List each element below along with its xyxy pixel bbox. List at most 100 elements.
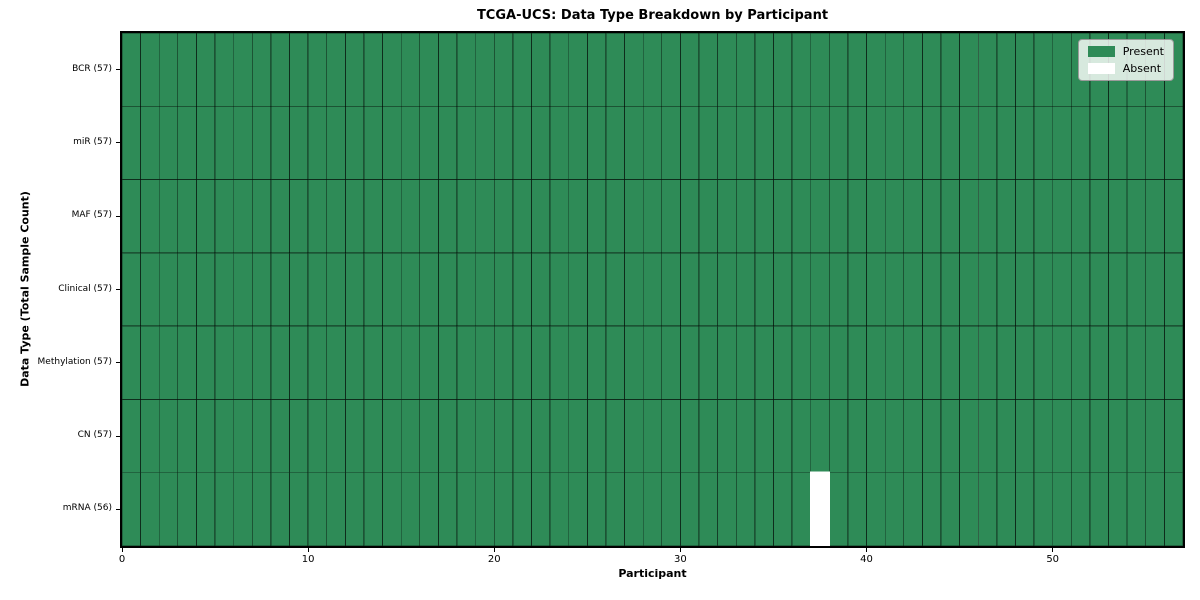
heatmap-cell-present <box>475 33 495 107</box>
heatmap-cell-present <box>307 105 328 180</box>
heatmap-cell-present <box>884 252 905 327</box>
heatmap-grid <box>122 33 1183 546</box>
y-tick-label: CN (57) <box>77 430 112 441</box>
heatmap-cell-present <box>233 179 253 254</box>
heatmap-cell-present <box>605 179 625 254</box>
heatmap-cell-present <box>903 252 923 327</box>
heatmap-cell-present <box>996 472 1016 546</box>
heatmap-cell-present <box>326 325 346 400</box>
heatmap-cell-present <box>270 179 290 254</box>
heatmap-cell-present <box>140 252 160 327</box>
heatmap-cell-present <box>1070 399 1091 474</box>
heatmap-cell-present <box>866 325 886 400</box>
heatmap-cell-present <box>400 252 421 327</box>
heatmap-cell-present <box>605 399 625 474</box>
x-tick-label: 30 <box>674 554 687 565</box>
heatmap-cell-present <box>549 472 570 546</box>
heatmap-cell-present <box>493 179 514 254</box>
heatmap-cell-present <box>903 179 923 254</box>
heatmap-cell-present <box>586 179 607 254</box>
legend: Present Absent <box>1077 39 1174 81</box>
heatmap-cell-present <box>475 472 495 546</box>
heatmap-cell-present <box>624 105 644 180</box>
heatmap-cell-present <box>438 399 458 474</box>
heatmap-cell-present <box>1108 105 1128 180</box>
x-tick-mark <box>121 548 123 552</box>
heatmap-cell-present <box>1052 105 1072 180</box>
heatmap-cell-present <box>977 33 998 107</box>
heatmap-cell-present <box>493 252 514 327</box>
heatmap-cell-present <box>326 252 346 327</box>
heatmap-cell-present <box>828 399 849 474</box>
heatmap-cell-present <box>791 399 812 474</box>
heatmap-cell-present <box>698 179 719 254</box>
heatmap-cell-present <box>344 179 365 254</box>
heatmap-cell-present <box>791 33 812 107</box>
heatmap-cell-present <box>717 179 737 254</box>
heatmap-cell-present <box>177 252 197 327</box>
heatmap-cell-present <box>140 472 160 546</box>
heatmap-cell-present <box>456 472 477 546</box>
heatmap-cell-present <box>959 33 979 107</box>
heatmap-cell-present <box>400 179 421 254</box>
heatmap-cell-present <box>456 399 477 474</box>
heatmap-cell-present <box>940 252 961 327</box>
heatmap-cell-present <box>1089 179 1109 254</box>
heatmap-cell-present <box>456 252 477 327</box>
heatmap-cell-present <box>177 105 197 180</box>
heatmap-cell-present <box>270 33 290 107</box>
heatmap-cell-present <box>326 105 346 180</box>
heatmap-cell-present <box>828 33 849 107</box>
heatmap-cell-present <box>1015 252 1035 327</box>
heatmap-cell-present <box>977 105 998 180</box>
heatmap-cell-present <box>270 399 290 474</box>
heatmap-cell-present <box>512 179 532 254</box>
heatmap-cell-present <box>866 399 886 474</box>
heatmap-cell-present <box>344 33 365 107</box>
y-tick-mark <box>116 508 120 510</box>
x-tick-label: 10 <box>301 554 315 565</box>
heatmap-cell-present <box>122 33 142 107</box>
heatmap-cell-present <box>586 325 607 400</box>
heatmap-cell-present <box>382 252 402 327</box>
heatmap-cell-present <box>214 472 235 546</box>
heatmap-cell-present <box>344 325 365 400</box>
heatmap-cell-present <box>884 325 905 400</box>
heatmap-cell-present <box>810 252 830 327</box>
heatmap-cell-present <box>810 105 830 180</box>
heatmap-cell-present <box>1089 325 1109 400</box>
heatmap-cell-present <box>680 325 700 400</box>
heatmap-cell-present <box>959 105 979 180</box>
y-tick-label: Clinical (57) <box>58 283 112 294</box>
heatmap-cell-present <box>1052 252 1072 327</box>
heatmap-cell-present <box>270 252 290 327</box>
heatmap-cell-present <box>531 399 551 474</box>
heatmap-cell-present <box>1015 33 1035 107</box>
heatmap-cell-present <box>438 472 458 546</box>
x-tick-mark <box>866 548 868 552</box>
heatmap-cell-present <box>158 399 179 474</box>
heatmap-cell-present <box>363 399 383 474</box>
heatmap-cell-present <box>773 325 793 400</box>
heatmap-cell-present <box>214 325 235 400</box>
heatmap-cell-present <box>1108 325 1128 400</box>
heatmap-cell-present <box>717 399 737 474</box>
heatmap-cell-present <box>1163 472 1183 546</box>
x-tick-mark <box>493 548 495 552</box>
heatmap-cell-present <box>922 179 942 254</box>
heatmap-cell-present <box>661 179 681 254</box>
heatmap-cell-present <box>735 325 756 400</box>
heatmap-cell-present <box>1145 252 1165 327</box>
heatmap-cell-present <box>940 472 961 546</box>
heatmap-cell-present <box>1015 179 1035 254</box>
heatmap-cell-present <box>884 179 905 254</box>
heatmap-cell-present <box>680 472 700 546</box>
heatmap-cell-present <box>1015 325 1035 400</box>
heatmap-cell-present <box>717 472 737 546</box>
heatmap-cell-present <box>122 472 142 546</box>
heatmap-cell-present <box>140 33 160 107</box>
heatmap-cell-present <box>847 325 867 400</box>
heatmap-cell-present <box>1033 105 1054 180</box>
heatmap-cell-present <box>680 33 700 107</box>
